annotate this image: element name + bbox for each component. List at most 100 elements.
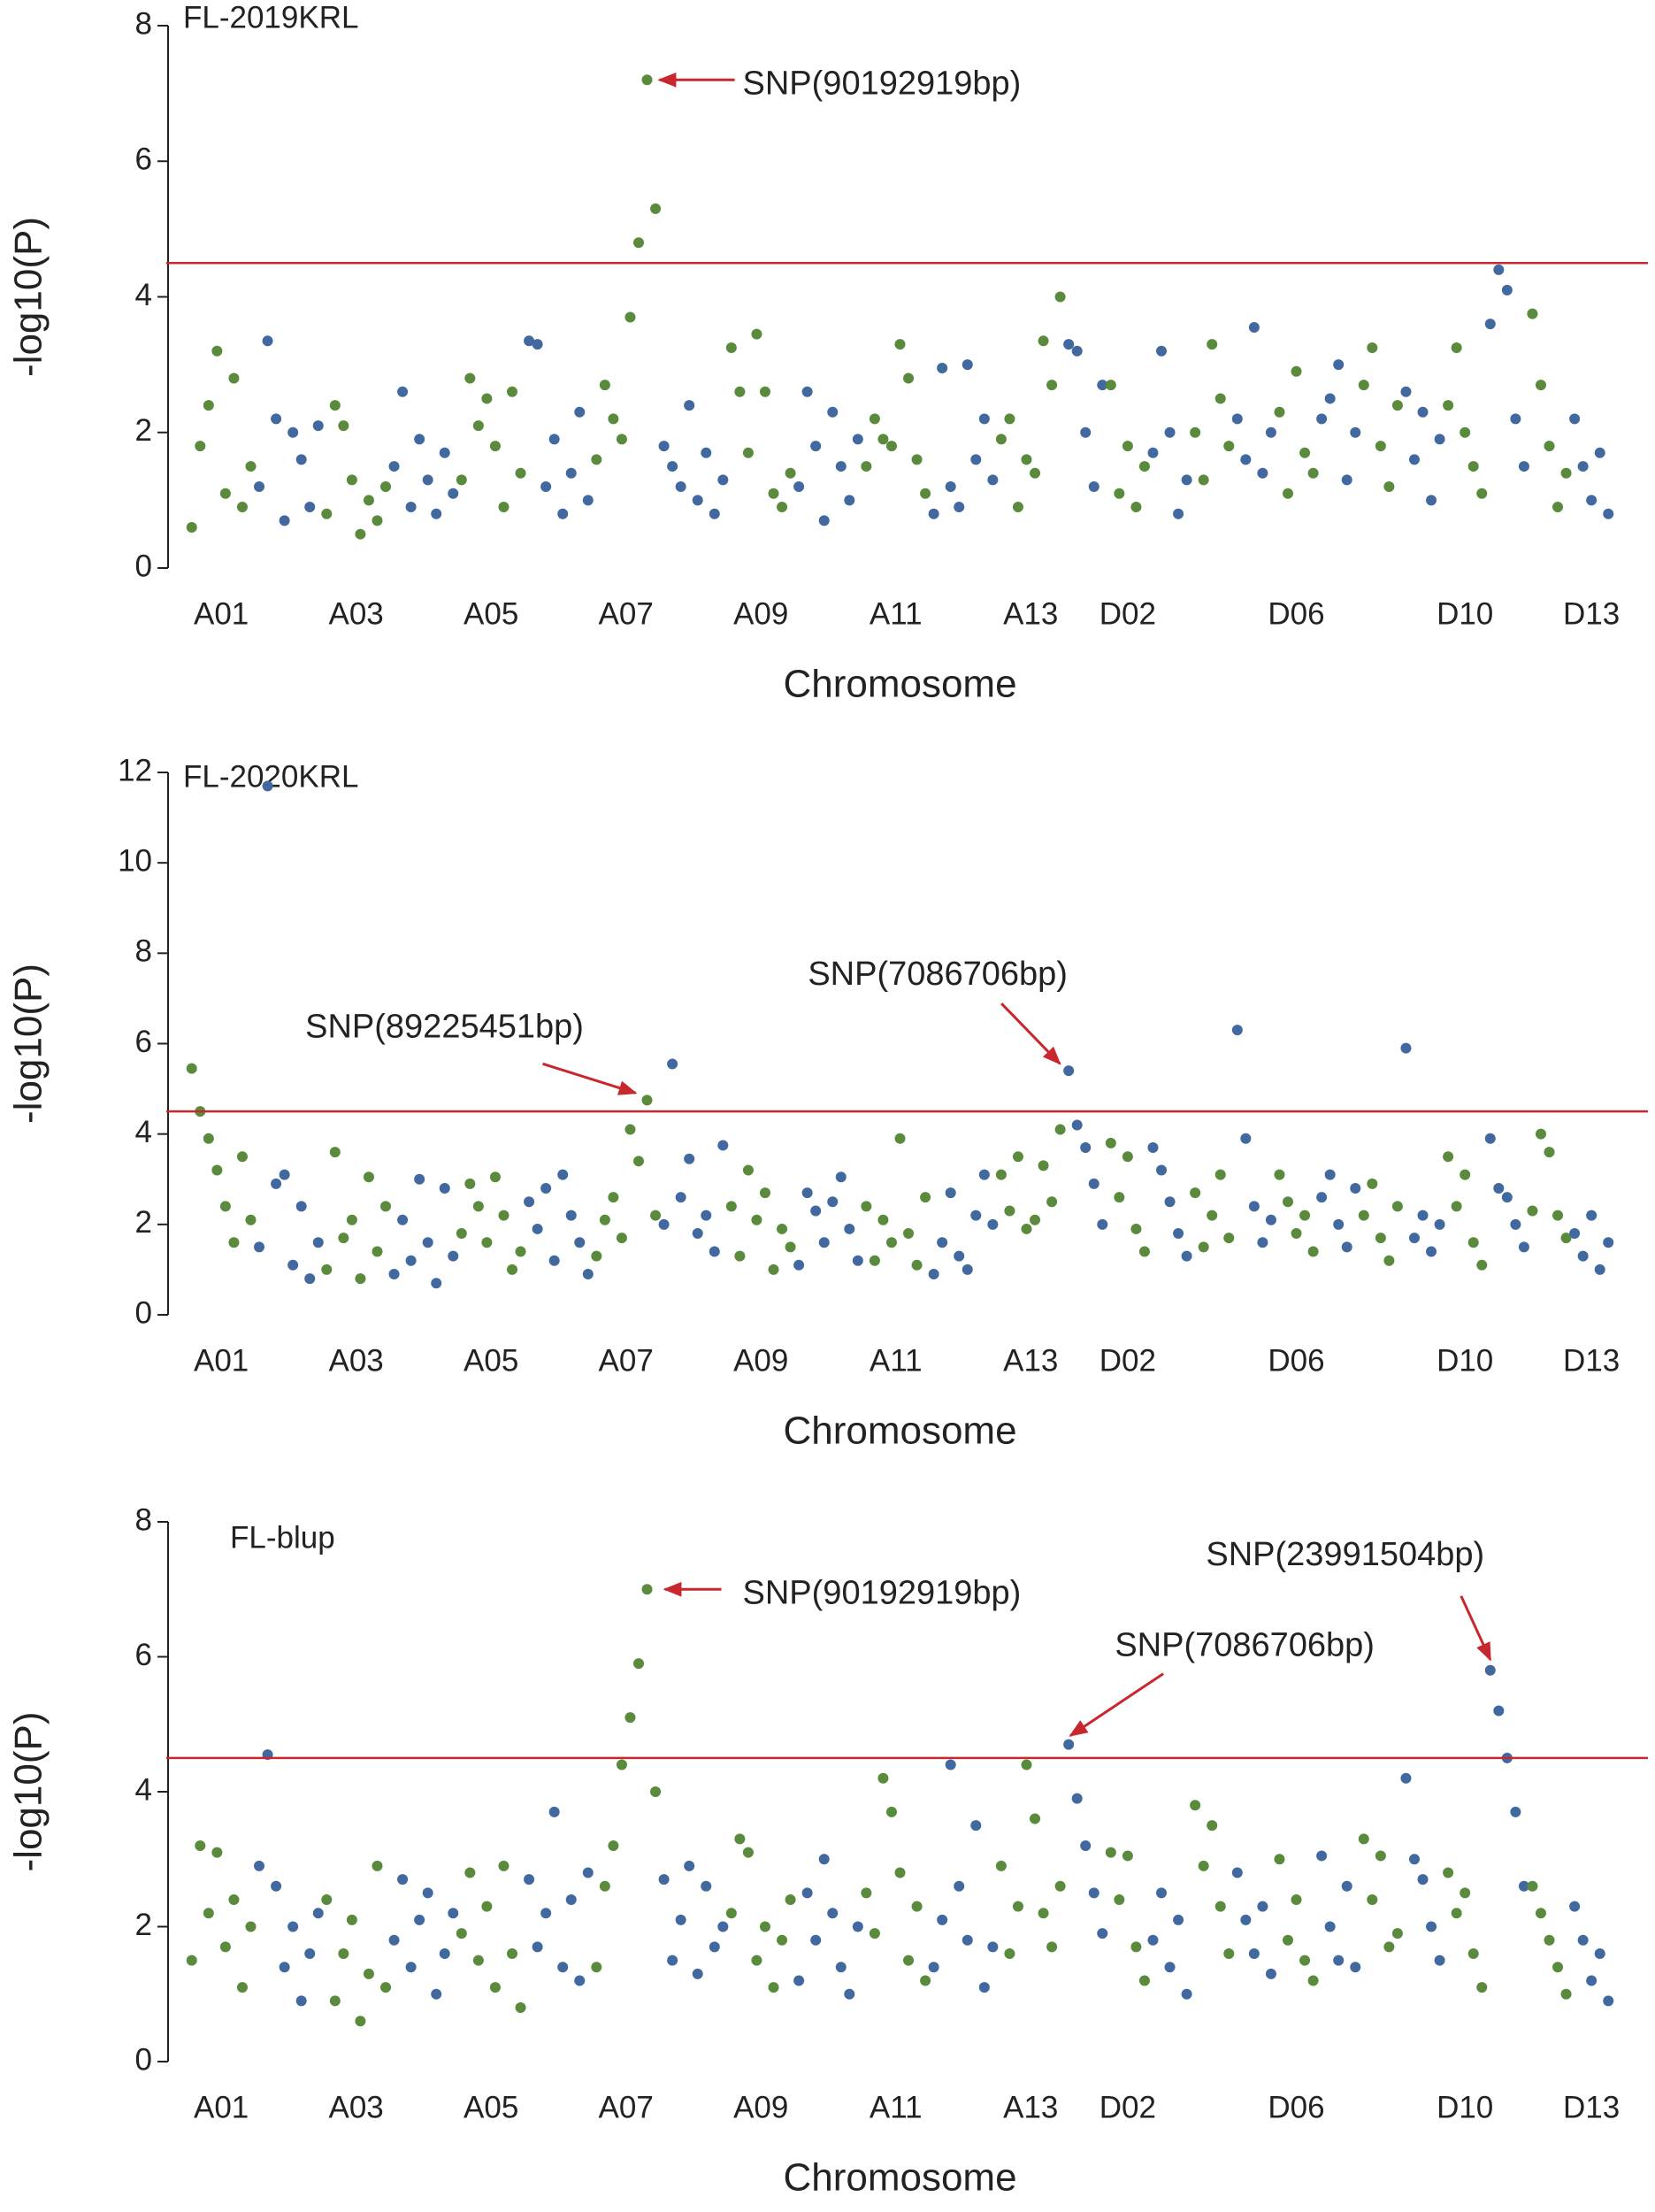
snp-point xyxy=(970,454,982,465)
snp-point xyxy=(346,1914,357,1925)
snp-point xyxy=(439,1948,450,1959)
snp-point xyxy=(599,1214,610,1225)
x-tick-label: A11 xyxy=(870,1343,923,1378)
snp-point xyxy=(363,1968,374,1979)
snp-point xyxy=(608,1192,619,1203)
snp-point xyxy=(1122,441,1133,452)
x-tick-label: D13 xyxy=(1563,1343,1620,1378)
snp-point xyxy=(380,1982,392,1993)
snp-point xyxy=(920,488,931,499)
snp-point xyxy=(524,1874,535,1886)
snp-point xyxy=(1173,1914,1184,1925)
x-tick-label: A03 xyxy=(329,1343,384,1378)
snp-point xyxy=(338,1233,349,1244)
snp-point xyxy=(1122,1151,1133,1163)
snp-point xyxy=(928,1962,939,1973)
snp-point xyxy=(1367,1178,1378,1189)
snp-point xyxy=(254,1241,265,1253)
snp-point xyxy=(1282,1196,1293,1208)
snp-point xyxy=(363,495,374,506)
snp-point xyxy=(456,474,467,486)
snp-point xyxy=(591,1250,602,1262)
snp-point xyxy=(422,474,433,486)
annotation-arrow xyxy=(1069,1672,1164,1737)
snp-point xyxy=(1071,1119,1083,1131)
snp-point xyxy=(1316,1192,1328,1203)
snp-point xyxy=(1501,1192,1513,1203)
x-tick-label: A13 xyxy=(1003,2090,1058,2124)
snp-point xyxy=(388,1269,400,1280)
snp-point xyxy=(1240,1133,1252,1144)
annotation-arrow xyxy=(1460,1595,1492,1662)
snp-point xyxy=(658,441,670,452)
snp-point xyxy=(1265,1968,1276,1979)
snp-point xyxy=(464,1867,476,1878)
snp-point xyxy=(1476,1259,1488,1271)
snp-point xyxy=(1291,1228,1302,1240)
snp-point xyxy=(254,481,265,493)
snp-point xyxy=(557,1962,569,1973)
snp-point xyxy=(1105,380,1116,391)
y-axis-title: -log10(P) xyxy=(7,217,50,377)
snp-point xyxy=(1443,400,1454,411)
snp-point xyxy=(616,434,627,445)
snp-point xyxy=(414,434,425,445)
snp-point xyxy=(1451,1201,1462,1212)
snp-point xyxy=(1138,461,1150,472)
snp-point xyxy=(1173,1228,1184,1240)
snp-point xyxy=(464,373,476,384)
snp-point xyxy=(329,1147,341,1158)
annotation: SNP(89225451bp) xyxy=(305,1008,584,1045)
snp-point xyxy=(1291,365,1302,377)
y-tick-label: 2 xyxy=(135,413,152,448)
y-tick-label: 0 xyxy=(135,2042,152,2077)
snp-point xyxy=(751,1214,762,1225)
snp-point xyxy=(271,1178,282,1189)
snp-point xyxy=(1054,291,1066,303)
snp-point xyxy=(279,1962,290,1973)
snp-point xyxy=(363,1171,374,1183)
snp-point xyxy=(717,1921,729,1932)
snp-point xyxy=(414,1914,425,1925)
snp-point xyxy=(885,1806,897,1817)
snp-point xyxy=(1375,1850,1386,1862)
snp-point xyxy=(1408,454,1420,465)
snp-point xyxy=(1181,1250,1192,1262)
snp-point xyxy=(338,1948,349,1959)
snp-point xyxy=(877,1772,889,1784)
snp-point xyxy=(1274,1169,1285,1180)
panel-title: FL-2019KRL xyxy=(183,0,358,35)
snp-point xyxy=(1569,1228,1581,1240)
snp-point xyxy=(1510,413,1521,425)
snp-point xyxy=(304,1948,316,1959)
snp-point xyxy=(1341,1880,1352,1892)
snp-point xyxy=(574,1975,586,1986)
snp-point xyxy=(1299,1955,1311,1966)
snp-point xyxy=(885,441,897,452)
snp-point xyxy=(667,1058,678,1070)
snp-point xyxy=(431,1278,442,1289)
snp-point xyxy=(1467,1237,1479,1248)
x-tick-label: A01 xyxy=(194,1343,249,1378)
snp-point xyxy=(262,335,273,347)
snp-point xyxy=(785,1894,796,1905)
snp-point xyxy=(1248,1948,1260,1959)
snp-point xyxy=(1198,474,1209,486)
snp-point xyxy=(962,359,973,371)
snp-point xyxy=(1535,1908,1546,1919)
snp-point xyxy=(810,1205,822,1217)
snp-point xyxy=(1265,426,1276,438)
x-tick-label: A07 xyxy=(599,2090,654,2124)
x-tick-label: D13 xyxy=(1563,2090,1620,2124)
snp-point xyxy=(1400,1772,1412,1784)
snp-point xyxy=(1231,413,1243,425)
snp-point xyxy=(1274,406,1285,418)
y-axis-title: -log10(P) xyxy=(7,1712,50,1872)
x-tick-label: A13 xyxy=(1003,1343,1058,1378)
snp-point xyxy=(1603,508,1614,519)
snp-point xyxy=(405,1962,417,1973)
snp-point xyxy=(1012,502,1023,513)
snp-point xyxy=(279,515,290,526)
snp-point xyxy=(869,1928,880,1939)
snp-point xyxy=(1248,1201,1260,1212)
